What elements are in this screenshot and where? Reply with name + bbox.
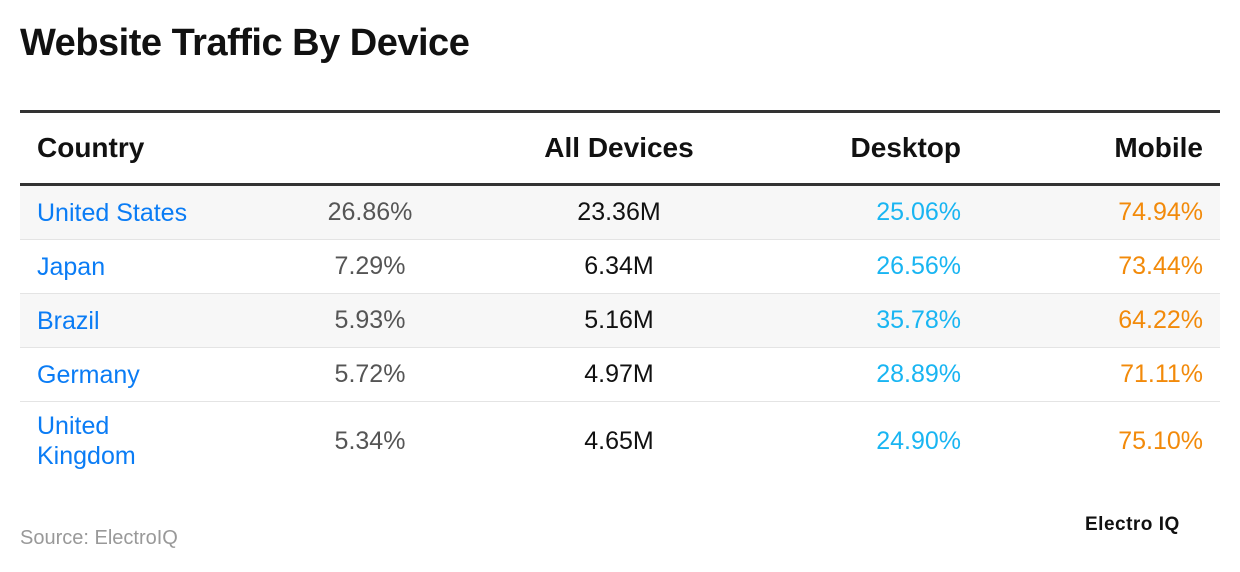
all-devices-cell: 6.34M (584, 252, 654, 280)
page-title: Website Traffic By Device (20, 22, 470, 64)
all-devices-cell: 23.36M (577, 198, 661, 226)
country-cell: Brazil (37, 306, 100, 335)
header-all-devices: All Devices (544, 132, 694, 163)
table-row: United States 26.86% 23.36M 25.06% 74.94% (20, 186, 1220, 240)
desktop-cell: 24.90% (876, 426, 961, 455)
table-row: Japan 7.29% 6.34M 26.56% 73.44% (20, 240, 1220, 294)
desktop-cell: 25.06% (876, 198, 961, 226)
desktop-cell: 28.89% (876, 360, 961, 388)
country-cell: United Kingdom (37, 412, 136, 470)
table-row: United Kingdom 5.34% 4.65M 24.90% 75.10% (20, 402, 1220, 480)
all-devices-cell: 4.97M (584, 360, 654, 388)
table-row: Brazil 5.93% 5.16M 35.78% 64.22% (20, 294, 1220, 348)
all-devices-cell: 4.65M (584, 426, 654, 455)
share-cell: 5.72% (334, 360, 406, 388)
share-cell: 26.86% (327, 198, 413, 226)
electroiq-logo: Electro IQ (1085, 514, 1180, 535)
table-row: Germany 5.72% 4.97M 28.89% 71.11% (20, 348, 1220, 402)
header-mobile: Mobile (1114, 132, 1203, 163)
header-country: Country (37, 132, 145, 163)
country-cell: Japan (37, 252, 106, 281)
source-note: Source: ElectroIQ (20, 527, 178, 549)
country-cell: United States (37, 198, 188, 227)
desktop-cell: 26.56% (876, 252, 961, 280)
table-header: Country All Devices Desktop Mobile (20, 113, 1220, 186)
share-cell: 7.29% (334, 252, 406, 280)
desktop-cell: 35.78% (876, 306, 961, 334)
all-devices-cell: 5.16M (584, 306, 654, 334)
country-cell: Germany (37, 360, 140, 389)
share-cell: 5.34% (334, 426, 406, 455)
traffic-table: Country All Devices Desktop Mobile Unite… (20, 110, 1220, 480)
header-desktop: Desktop (850, 132, 961, 163)
mobile-cell: 75.10% (1118, 426, 1203, 455)
mobile-cell: 74.94% (1118, 198, 1203, 226)
mobile-cell: 73.44% (1118, 252, 1203, 280)
mobile-cell: 64.22% (1118, 306, 1203, 334)
share-cell: 5.93% (334, 306, 406, 334)
mobile-cell: 71.11% (1120, 360, 1203, 388)
